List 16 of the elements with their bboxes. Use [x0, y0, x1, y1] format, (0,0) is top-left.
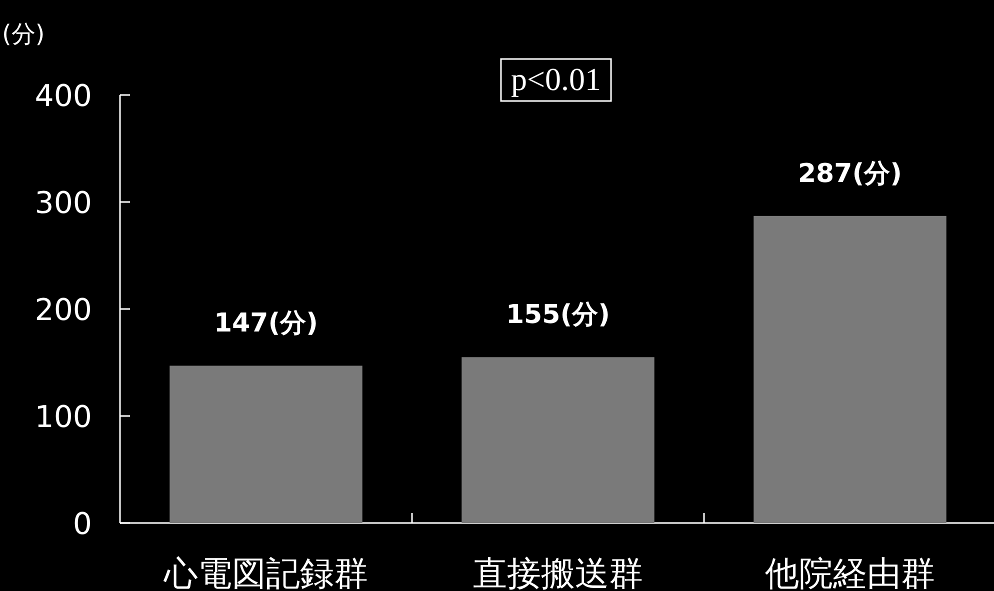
- bar: [754, 216, 946, 523]
- y-tick-label: 400: [34, 79, 92, 114]
- x-tick-label: 直接搬送群: [473, 554, 643, 591]
- y-tick-label: 0: [72, 507, 92, 542]
- x-tick-label: 他院経由群: [765, 554, 935, 591]
- bar: [170, 366, 362, 523]
- data-label: 147(分): [214, 308, 318, 339]
- y-axis-title: (分): [2, 20, 45, 48]
- y-tick-label: 100: [34, 400, 92, 435]
- data-label: 155(分): [506, 300, 610, 330]
- data-label: 287(分): [798, 158, 902, 189]
- x-tick-label: 心電図記録群: [163, 554, 368, 591]
- y-tick-label: 300: [34, 186, 92, 221]
- y-tick-label: 200: [34, 293, 92, 328]
- annotation: p<0.01: [510, 61, 602, 97]
- bar: [462, 357, 654, 523]
